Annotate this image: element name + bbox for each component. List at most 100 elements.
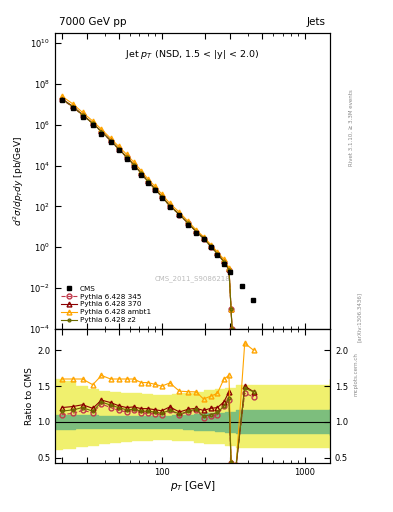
CMS [167,204,172,210]
CMS [153,187,158,194]
Pythia 6.428 ambt1 [139,167,143,174]
Pythia 6.428 ambt1 [71,101,75,107]
Pythia 6.428 370 [201,234,206,241]
Pythia 6.428 z2 [194,228,198,234]
Pythia 6.428 370 [230,326,234,332]
CMS [177,212,182,219]
Pythia 6.428 ambt1 [124,152,129,158]
CMS [139,172,143,178]
Y-axis label: $d^2\sigma/dp_Tdy$ [pb/GeV]: $d^2\sigma/dp_Tdy$ [pb/GeV] [12,136,26,226]
CMS [186,222,191,228]
Pythia 6.428 z2 [80,112,85,118]
Pythia 6.428 ambt1 [222,257,226,263]
Pythia 6.428 370 [222,258,226,264]
Pythia 6.428 345 [227,267,231,273]
Pythia 6.428 370 [153,186,158,192]
Pythia 6.428 ambt1 [108,135,113,141]
Pythia 6.428 ambt1 [208,242,213,248]
Pythia 6.428 345 [177,211,182,218]
CMS [194,230,198,236]
Text: CMS_2011_S9086218: CMS_2011_S9086218 [155,275,230,282]
Pythia 6.428 370 [208,243,213,249]
Pythia 6.428 345 [99,129,104,135]
Pythia 6.428 z2 [59,96,64,102]
Text: Rivet 3.1.10, ≥ 3.3M events: Rivet 3.1.10, ≥ 3.3M events [349,90,354,166]
Pythia 6.428 345 [167,203,172,209]
Line: Pythia 6.428 ambt1: Pythia 6.428 ambt1 [59,94,235,331]
CMS [124,156,129,162]
Pythia 6.428 370 [116,145,121,152]
Text: Jet $p_T$ (NSD, 1.5 < |y| < 2.0): Jet $p_T$ (NSD, 1.5 < |y| < 2.0) [125,48,260,61]
CMS [215,252,220,258]
Pythia 6.428 370 [186,220,191,226]
Pythia 6.428 z2 [186,220,191,226]
CMS [201,236,206,242]
Pythia 6.428 370 [229,306,233,312]
Pythia 6.428 ambt1 [227,265,231,271]
Pythia 6.428 z2 [222,259,226,265]
Pythia 6.428 ambt1 [116,143,121,150]
Pythia 6.428 z2 [139,170,143,177]
Line: Pythia 6.428 345: Pythia 6.428 345 [59,97,235,331]
Text: Jets: Jets [307,17,326,27]
Pythia 6.428 370 [80,112,85,118]
Pythia 6.428 z2 [108,138,113,144]
Text: 7000 GeV pp: 7000 GeV pp [59,17,127,27]
Pythia 6.428 370 [159,193,164,199]
Pythia 6.428 370 [139,170,143,176]
Pythia 6.428 370 [59,95,64,101]
Pythia 6.428 345 [194,228,198,234]
Pythia 6.428 345 [90,120,95,126]
CMS [116,147,121,154]
Pythia 6.428 345 [108,138,113,144]
Pythia 6.428 z2 [153,186,158,192]
Pythia 6.428 ambt1 [194,227,198,233]
Pythia 6.428 ambt1 [153,183,158,189]
Pythia 6.428 370 [227,266,231,272]
Pythia 6.428 345 [186,220,191,226]
Pythia 6.428 z2 [145,178,150,184]
Pythia 6.428 370 [90,120,95,126]
Pythia 6.428 345 [201,236,206,242]
Text: [arXiv:1306.3436]: [arXiv:1306.3436] [357,292,362,343]
Line: Pythia 6.428 370: Pythia 6.428 370 [59,96,235,331]
Pythia 6.428 345 [145,179,150,185]
Pythia 6.428 ambt1 [167,200,172,206]
Pythia 6.428 345 [116,146,121,152]
Pythia 6.428 z2 [230,326,234,332]
Pythia 6.428 z2 [124,154,129,160]
Pythia 6.428 345 [230,326,234,332]
Pythia 6.428 345 [80,112,85,118]
CMS [99,131,104,137]
Pythia 6.428 ambt1 [177,209,182,216]
Pythia 6.428 370 [124,154,129,160]
Pythia 6.428 ambt1 [215,249,220,255]
Pythia 6.428 370 [177,211,182,218]
Pythia 6.428 ambt1 [145,176,150,182]
Pythia 6.428 345 [124,155,129,161]
Pythia 6.428 345 [132,162,136,168]
Pythia 6.428 345 [222,259,226,265]
CMS [59,97,64,103]
Y-axis label: Ratio to CMS: Ratio to CMS [25,367,34,425]
Pythia 6.428 ambt1 [90,118,95,124]
Pythia 6.428 z2 [177,211,182,218]
Pythia 6.428 370 [71,103,75,110]
CMS [108,139,113,145]
Text: mcplots.cern.ch: mcplots.cern.ch [353,352,358,396]
Pythia 6.428 345 [229,306,233,312]
Pythia 6.428 370 [194,228,198,234]
Pythia 6.428 345 [215,251,220,257]
Line: Pythia 6.428 z2: Pythia 6.428 z2 [60,97,233,330]
Pythia 6.428 370 [215,250,220,257]
Pythia 6.428 z2 [167,203,172,209]
Pythia 6.428 ambt1 [230,326,234,332]
CMS [90,122,95,128]
CMS [71,105,75,111]
Pythia 6.428 z2 [208,243,213,249]
CMS [250,297,255,304]
Legend: CMS, Pythia 6.428 345, Pythia 6.428 370, Pythia 6.428 ambt1, Pythia 6.428 z2: CMS, Pythia 6.428 345, Pythia 6.428 370,… [59,284,153,325]
Pythia 6.428 ambt1 [229,306,233,312]
Pythia 6.428 ambt1 [132,159,136,165]
Pythia 6.428 z2 [116,146,121,152]
